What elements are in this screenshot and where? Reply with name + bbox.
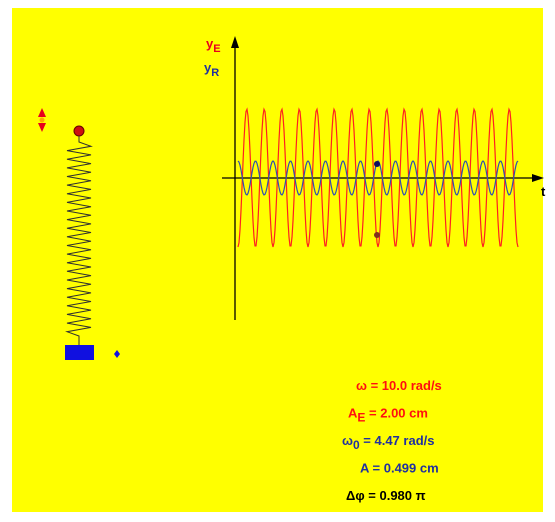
readout-base: ω [356,378,367,393]
readout-rest: = 0.499 cm [369,461,439,476]
readout: A = 0.499 cm [360,461,439,476]
readout-rest: = 10.0 rad/s [367,378,442,393]
response-dot [374,161,380,167]
t-label: t [541,184,546,199]
readout-rest: = 4.47 rad/s [360,433,435,448]
readout-base: ω [342,433,353,448]
readout: ω = 10.0 rad/s [356,378,442,393]
readout-base: Δφ [346,488,365,503]
drag-handle[interactable] [40,118,45,123]
excitation-dot [374,232,380,238]
readout-sub: E [357,411,365,425]
label-sub: R [211,67,219,79]
readout: Δφ = 0.980 π [346,488,426,503]
background [12,8,543,512]
mass [65,345,94,360]
page: yE yR t ω = 10.0 rad/sAE = 2.00 cmω0 = 4… [0,0,555,522]
readout-rest: = 0.980 π [365,488,426,503]
spring-top [74,126,84,136]
readout-rest: = 2.00 cm [365,406,428,421]
label-sub: E [213,43,220,55]
simulation: yE yR t ω = 10.0 rad/sAE = 2.00 cmω0 = 4… [0,0,555,522]
